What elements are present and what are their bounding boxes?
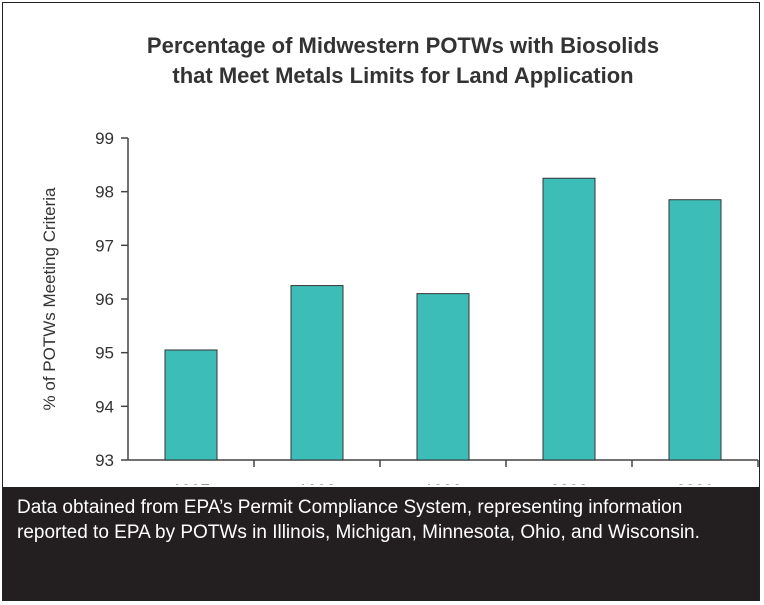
bar-chart: Percentage of Midwestern POTWs with Bios… [40, 33, 759, 500]
axes [121, 137, 759, 467]
x-tick-label-1999: 1999 [424, 481, 462, 485]
y-tick-label: 94 [95, 397, 114, 416]
x-tick-label-2001: 2001 [676, 481, 714, 485]
bar-1998 [290, 285, 344, 461]
chart-title-line-2: that Meet Metals Limits for Land Applica… [172, 63, 633, 88]
bar-1997 [164, 349, 218, 461]
chart-title-line-1: Percentage of Midwestern POTWs with Bios… [147, 33, 659, 58]
y-axis-label: % of POTWs Meeting Criteria [40, 187, 59, 410]
y-tick-label: 95 [95, 344, 114, 363]
y-tick-label: 97 [95, 236, 114, 255]
x-tick-label-2000: 2000 [550, 481, 588, 485]
bar-2000 [542, 177, 596, 461]
y-tick-label: 99 [95, 129, 114, 148]
bar-2001 [668, 199, 722, 461]
y-tick-label: 98 [95, 183, 114, 202]
y-tick-label: 93 [95, 451, 114, 470]
bar-1999 [416, 293, 470, 461]
x-tick-label-1998: 1998 [298, 481, 336, 485]
chart-area: Percentage of Midwestern POTWs with Bios… [3, 3, 759, 500]
figure-caption: Data obtained from EPA’s Permit Complian… [3, 487, 759, 600]
x-tick-label-1997: 1997 [172, 481, 210, 485]
bars [164, 177, 722, 461]
y-tick-label: 96 [95, 290, 114, 309]
